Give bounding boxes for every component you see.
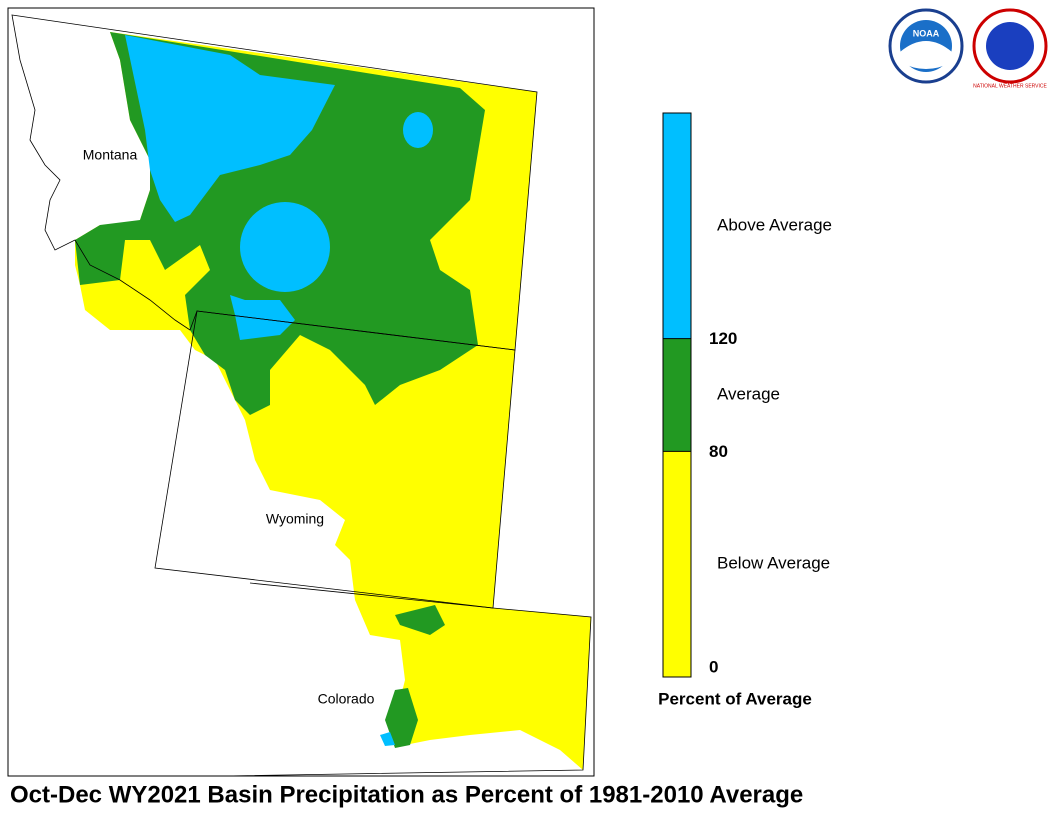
state-label: Montana <box>83 147 138 163</box>
nws-text: NATIONAL WEATHER SERVICE <box>973 83 1047 89</box>
noaa-bird <box>900 41 952 69</box>
state-label: Colorado <box>318 691 375 707</box>
above-average-area <box>125 35 335 222</box>
legend-swatch <box>663 338 691 452</box>
legend-swatch <box>663 113 691 339</box>
state-borders <box>11 14 592 777</box>
map: Montana Wyoming Colorado <box>7 7 595 777</box>
colorado-border <box>225 582 592 777</box>
average-area <box>385 605 445 748</box>
legend-label: Above Average <box>717 215 832 234</box>
legend-title: Percent of Average <box>658 689 812 708</box>
nws-logo-inner <box>986 22 1034 70</box>
legend-swatch <box>663 451 691 677</box>
legend-label: Below Average <box>717 554 830 573</box>
legend-tick-label: 120 <box>709 329 737 348</box>
above-average-area <box>403 112 433 148</box>
legend-tick-label: 0 <box>709 657 718 676</box>
noaa-text: NOAA <box>913 28 940 38</box>
state-label: Wyoming <box>266 511 324 527</box>
legend-tick-label: 80 <box>709 442 728 461</box>
title: Oct-Dec WY2021 Basin Precipitation as Pe… <box>10 781 803 808</box>
above-average-area <box>240 202 330 292</box>
legend: Percent of Average Below Average Average A… <box>658 112 832 708</box>
logos: NOAA NATIONAL WEATHER SERVICE <box>888 8 1048 89</box>
legend-border <box>662 112 692 678</box>
legend-label: Average <box>717 384 780 403</box>
